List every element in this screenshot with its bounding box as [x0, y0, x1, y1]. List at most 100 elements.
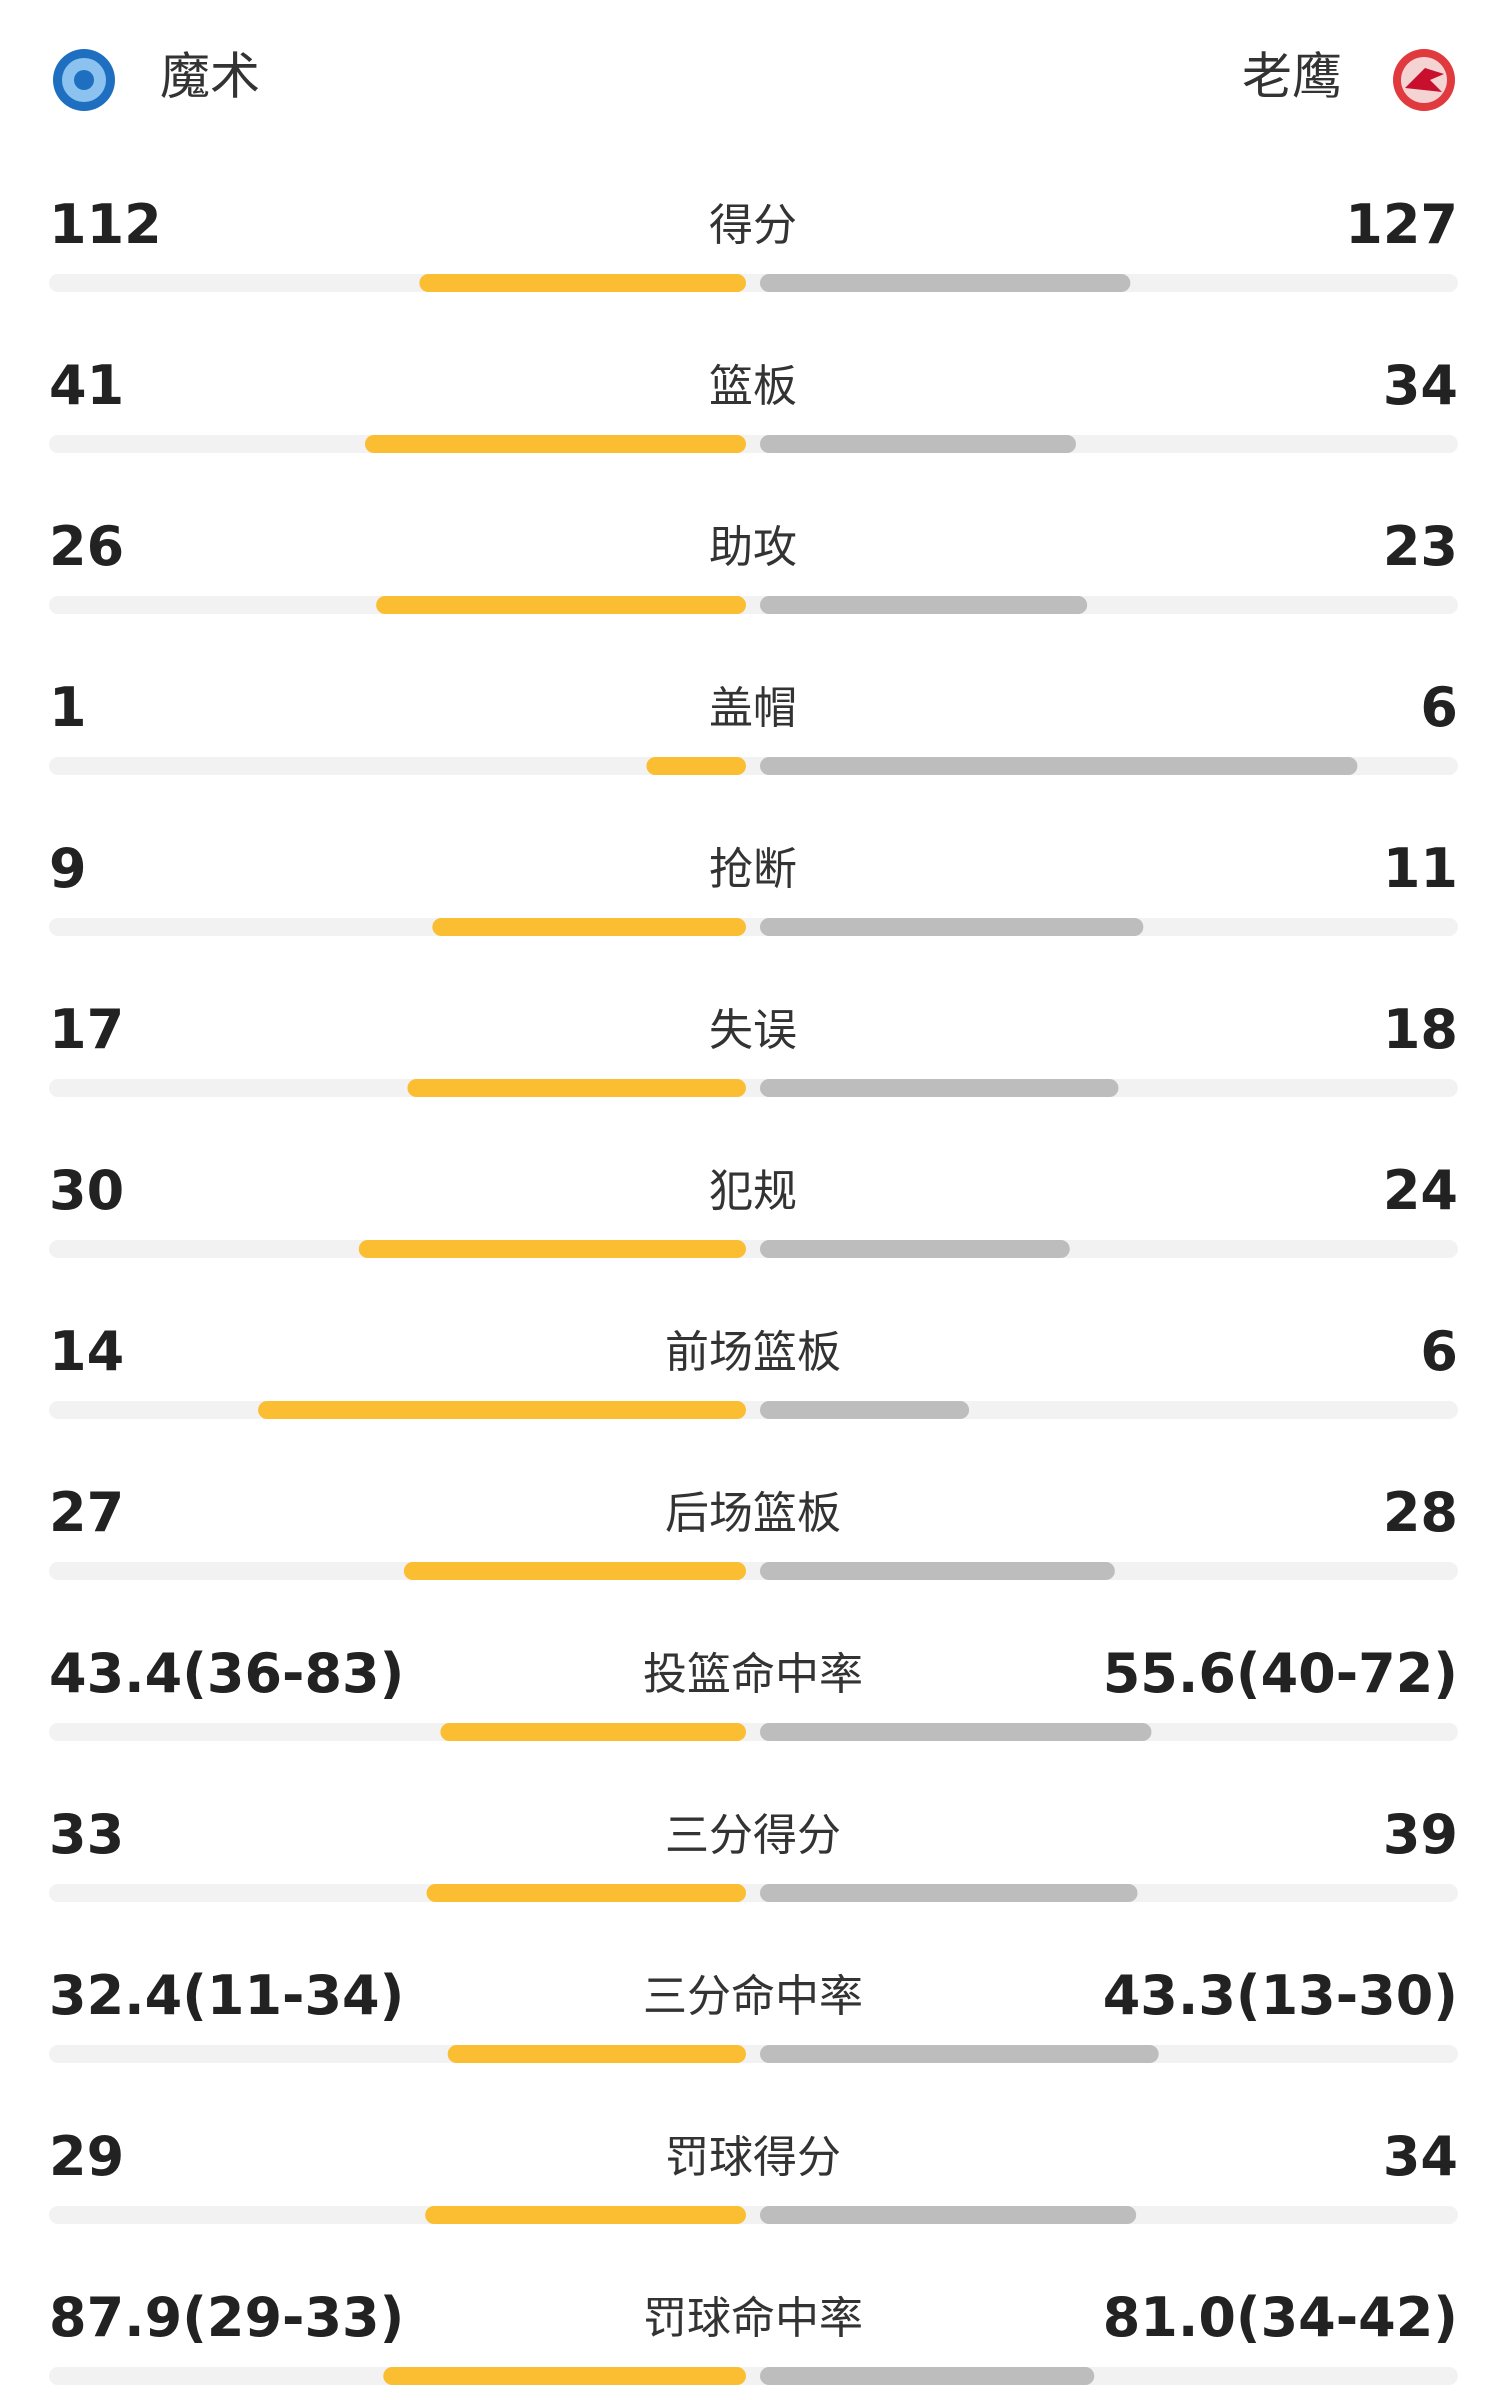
stat-row: 87.9(29-33) 81.0(34-42) 罚球命中率 [49, 2286, 1458, 2385]
stat-row: 112 127 得分 [49, 193, 1458, 292]
away-value: 43.3(13-30) [1103, 1964, 1458, 2027]
home-bar [407, 1079, 746, 1097]
stat-rows: 112 127 得分 41 34 篮板 26 23 助攻 1 6 盖帽 9 11 抢断 17 18 失误 30 24 犯… [49, 193, 1458, 2385]
away-bar [760, 2367, 1095, 2385]
away-value: 6 [1420, 676, 1458, 739]
away-bar [760, 1884, 1138, 1902]
home-bar [432, 918, 746, 936]
stat-row: 43.4(36-83) 55.6(40-72) 投篮命中率 [49, 1642, 1458, 1741]
home-number: 26 [49, 515, 124, 578]
bar-track [49, 1723, 1458, 1741]
stat-label: 后场篮板 [665, 1488, 841, 1539]
bar-track [49, 2045, 1458, 2063]
home-bar [358, 1240, 746, 1258]
home-value: 87.9(29-33) [49, 2286, 404, 2349]
away-value: 34 [1383, 2125, 1458, 2188]
stat-label: 罚球命中率 [643, 2293, 863, 2344]
away-value: 24 [1383, 1159, 1458, 1222]
home-bar [447, 2045, 746, 2063]
home-value: 27 [49, 1481, 124, 1544]
away-detail: (13-30) [1236, 1964, 1458, 2027]
home-bar [376, 596, 746, 614]
stat-row: 29 34 罚球得分 [49, 2125, 1458, 2224]
away-bar [760, 596, 1088, 614]
away-bar [760, 274, 1131, 292]
away-number: 18 [1383, 998, 1458, 1061]
home-logo [53, 49, 115, 111]
away-value: 34 [1383, 354, 1458, 417]
away-value: 81.0(34-42) [1103, 2286, 1458, 2349]
home-number: 87.9 [49, 2286, 182, 2349]
home-number: 30 [49, 1159, 124, 1222]
home-value: 14 [49, 1320, 124, 1383]
away-value: 55.6(40-72) [1103, 1642, 1458, 1705]
home-bar [419, 274, 746, 292]
home-value: 41 [49, 354, 124, 417]
bar-track [49, 435, 1458, 453]
stat-label: 投篮命中率 [643, 1649, 863, 1700]
stat-row: 17 18 失误 [49, 998, 1458, 1097]
home-detail: (11-34) [182, 1964, 404, 2027]
home-value: 33 [49, 1803, 124, 1866]
home-detail: (29-33) [182, 2286, 404, 2349]
away-number: 81.0 [1103, 2286, 1236, 2349]
away-bar [760, 1723, 1152, 1741]
home-value: 1 [49, 676, 87, 739]
home-value: 29 [49, 2125, 124, 2188]
home-number: 17 [49, 998, 124, 1061]
stat-row: 9 11 抢断 [49, 837, 1458, 936]
away-bar [760, 1079, 1119, 1097]
away-number: 43.3 [1103, 1964, 1236, 2027]
stat-label: 盖帽 [709, 683, 797, 734]
away-bar [760, 918, 1144, 936]
home-number: 29 [49, 2125, 124, 2188]
away-detail: (34-42) [1236, 2286, 1458, 2349]
away-number: 28 [1383, 1481, 1458, 1544]
home-bar [364, 435, 746, 453]
bar-track [49, 918, 1458, 936]
home-bar [440, 1723, 746, 1741]
home-number: 112 [49, 193, 162, 256]
away-value: 127 [1345, 193, 1458, 256]
away-value: 18 [1383, 998, 1458, 1061]
away-number: 55.6 [1103, 1642, 1236, 1705]
home-number: 9 [49, 837, 87, 900]
stat-row: 14 6 前场篮板 [49, 1320, 1458, 1419]
away-value: 39 [1383, 1803, 1458, 1866]
home-bar [646, 757, 746, 775]
home-number: 33 [49, 1803, 124, 1866]
away-bar [760, 1562, 1115, 1580]
stat-label: 前场篮板 [665, 1327, 841, 1378]
away-value: 28 [1383, 1481, 1458, 1544]
home-value: 30 [49, 1159, 124, 1222]
home-detail: (36-83) [182, 1642, 404, 1705]
away-number: 34 [1383, 2125, 1458, 2188]
away-number: 6 [1420, 676, 1458, 739]
stat-row: 27 28 后场篮板 [49, 1481, 1458, 1580]
home-number: 1 [49, 676, 87, 739]
away-number: 24 [1383, 1159, 1458, 1222]
away-number: 23 [1383, 515, 1458, 578]
home-bar [258, 1401, 746, 1419]
away-bar [760, 435, 1076, 453]
home-number: 43.4 [49, 1642, 182, 1705]
away-value: 6 [1420, 1320, 1458, 1383]
bar-track [49, 1240, 1458, 1258]
stat-row: 33 39 三分得分 [49, 1803, 1458, 1902]
home-bar [425, 2206, 746, 2224]
stat-row: 32.4(11-34) 43.3(13-30) 三分命中率 [49, 1964, 1458, 2063]
home-team: 魔术 [160, 48, 260, 106]
home-number: 32.4 [49, 1964, 182, 2027]
away-value: 11 [1383, 837, 1458, 900]
home-bar [426, 1884, 746, 1902]
away-number: 127 [1345, 193, 1458, 256]
away-bar [760, 2206, 1137, 2224]
away-logo [1393, 49, 1455, 111]
home-bar [403, 1562, 746, 1580]
stat-label: 犯规 [709, 1166, 797, 1217]
bar-track [49, 2206, 1458, 2224]
home-bar [383, 2367, 746, 2385]
stat-label: 罚球得分 [665, 2132, 841, 2183]
